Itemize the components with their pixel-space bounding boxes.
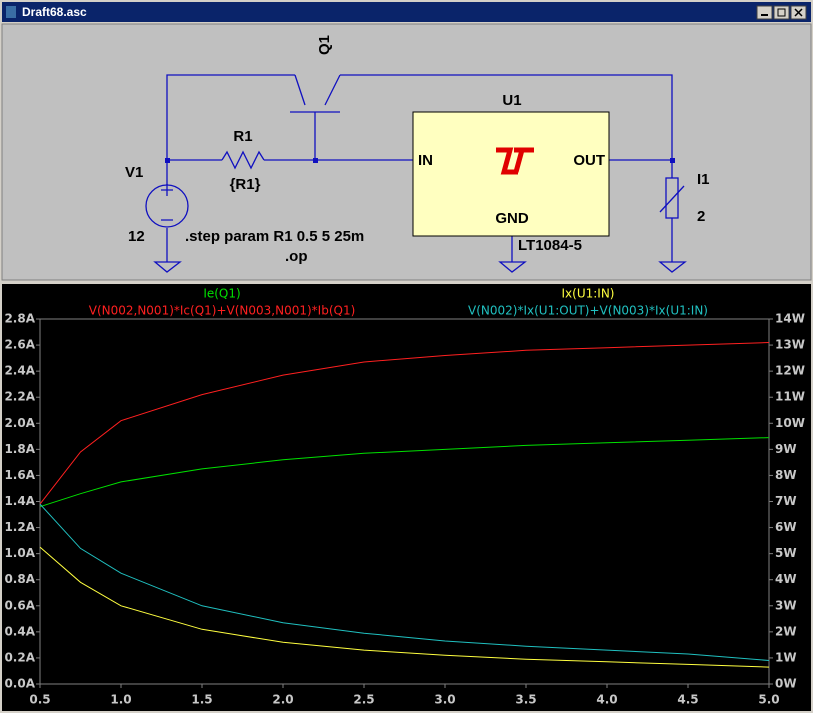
y-tick-label: 0.6A <box>4 598 35 612</box>
maximize-button[interactable] <box>773 5 790 20</box>
u1-in: IN <box>418 152 433 169</box>
minimize-button[interactable] <box>756 5 773 20</box>
y2-tick-label: 0W <box>775 677 797 691</box>
legend-entry: V(N002)*Ix(U1:OUT)+V(N003)*Ix(U1:IN) <box>468 304 708 318</box>
y2-tick-label: 13W <box>775 338 805 352</box>
y2-tick-label: 12W <box>775 364 805 378</box>
y-tick-label: 0.8A <box>4 572 35 586</box>
x-tick-label: 2.0 <box>272 693 293 707</box>
y2-tick-label: 2W <box>775 624 797 638</box>
x-tick-label: 0.5 <box>29 693 50 707</box>
x-tick-label: 3.0 <box>434 693 455 707</box>
y2-tick-label: 10W <box>775 416 805 430</box>
i1-value: 2 <box>697 208 705 225</box>
op-directive: .op <box>285 248 308 265</box>
y-tick-label: 2.8A <box>4 312 35 326</box>
app-icon <box>6 6 16 18</box>
r1-value: {R1} <box>230 176 261 193</box>
u1-out: OUT <box>573 152 605 169</box>
y-tick-label: 1.2A <box>4 520 35 534</box>
legend-entry: V(N002,N001)*Ic(Q1)+V(N003,N001)*Ib(Q1) <box>89 304 356 318</box>
y-tick-label: 0.4A <box>4 624 35 638</box>
window-title: Draft68.asc <box>22 5 87 19</box>
v1-label: V1 <box>125 164 143 181</box>
i1-label: I1 <box>697 171 710 188</box>
y2-tick-label: 1W <box>775 650 797 664</box>
legend-entry: Ie(Q1) <box>203 287 240 301</box>
window-buttons <box>756 5 807 20</box>
y-tick-label: 2.0A <box>4 416 35 430</box>
u1-part: LT1084-5 <box>518 237 582 254</box>
series-line <box>39 546 770 668</box>
schematic-wires <box>145 74 687 273</box>
y-tick-label: 1.0A <box>4 546 35 560</box>
y2-tick-label: 6W <box>775 520 797 534</box>
y2-tick-label: 7W <box>775 494 797 508</box>
x-tick-label: 4.5 <box>677 693 698 707</box>
y-tick-label: 2.6A <box>4 338 35 352</box>
v1-value: 12 <box>128 228 145 245</box>
u1-gnd: GND <box>495 210 529 227</box>
series-line <box>39 503 770 661</box>
y-tick-label: 1.6A <box>4 468 35 482</box>
y-tick-label: 0.2A <box>4 650 35 664</box>
y2-tick-label: 9W <box>775 442 797 456</box>
y2-tick-label: 3W <box>775 598 797 612</box>
y-tick-label: 1.8A <box>4 442 35 456</box>
x-tick-label: 3.5 <box>515 693 536 707</box>
series-line <box>39 437 770 508</box>
series-line <box>39 342 770 505</box>
plot-area <box>2 284 811 711</box>
y2-tick-label: 14W <box>775 312 805 326</box>
y2-tick-label: 4W <box>775 572 797 586</box>
x-tick-label: 4.0 <box>596 693 617 707</box>
x-tick-label: 1.0 <box>110 693 131 707</box>
u1-label: U1 <box>502 92 521 109</box>
y2-tick-label: 5W <box>775 546 797 560</box>
x-tick-label: 5.0 <box>758 693 779 707</box>
schematic-area <box>1 23 812 281</box>
legend-entry: Ix(U1:IN) <box>562 287 615 301</box>
y-tick-label: 1.4A <box>4 494 35 508</box>
x-tick-label: 1.5 <box>191 693 212 707</box>
r1-label: R1 <box>233 128 252 145</box>
title-bar <box>2 2 811 22</box>
x-tick-label: 2.5 <box>353 693 374 707</box>
step-directive: .step param R1 0.5 5 25m <box>185 228 364 245</box>
q1-label: Q1 <box>316 35 333 55</box>
y2-tick-label: 8W <box>775 468 797 482</box>
y-tick-label: 2.4A <box>4 364 35 378</box>
y-tick-label: 2.2A <box>4 390 35 404</box>
y2-tick-label: 11W <box>775 390 805 404</box>
y-tick-label: 0.0A <box>4 677 35 691</box>
